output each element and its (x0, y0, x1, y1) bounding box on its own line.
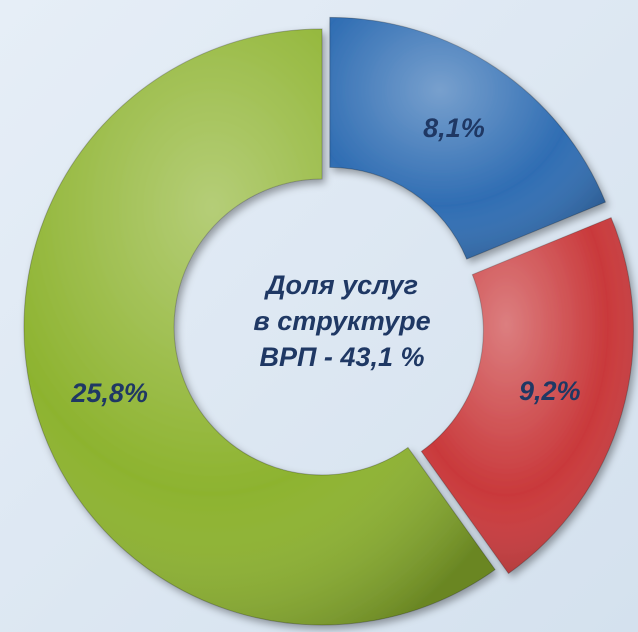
slice-group (23, 28, 496, 626)
slices (23, 16, 634, 626)
value-label: 25,8% (70, 378, 148, 408)
center-text: в структуре (253, 306, 430, 336)
center-text: ВРП - 43,1 % (260, 342, 425, 372)
slice-shine (329, 17, 606, 260)
center-text: Доля услуг (264, 270, 418, 300)
value-label: 8,1% (423, 113, 485, 143)
slice-group (329, 16, 607, 260)
slice-group (420, 216, 634, 575)
labels: 8,1% 9,2% 25,8% Доля услуг в структуре ВРП - … (70, 113, 580, 408)
slice-shine (421, 217, 634, 574)
value-label: 9,2% (519, 376, 581, 406)
slice-shine (23, 29, 496, 625)
